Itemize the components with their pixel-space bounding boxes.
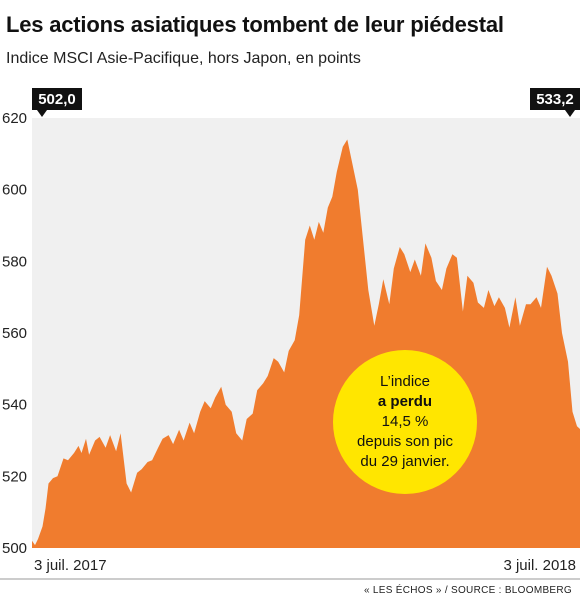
callout-bubble-text: L’indice a perdu 14,5 % depuis son pic du 29… <box>357 373 453 470</box>
chart-subtitle: Indice MSCI Asie-Pacifique, hors Japon, … <box>6 50 361 67</box>
callout-bubble-line: L’indice <box>380 373 430 390</box>
callout-bubble-circle <box>333 350 477 494</box>
y-tick-label: 600 <box>2 182 27 199</box>
x-tick-label: 3 juil. 2018 <box>503 557 576 574</box>
chart-title: Les actions asiatiques tombent de leur p… <box>6 12 504 37</box>
callout-bubble-line: depuis son pic <box>357 433 453 450</box>
end-value-callout: 533,2 <box>530 88 580 117</box>
x-tick-label: 3 juil. 2017 <box>34 557 107 574</box>
callout-bubble-line: du 29 janvier. <box>360 453 449 470</box>
callout-value: 502,0 <box>38 91 76 108</box>
callout-box <box>32 88 82 110</box>
y-axis: 500 520 540 560 580 600 620 <box>2 110 27 557</box>
y-tick-label: 580 <box>2 253 27 270</box>
callout-pointer <box>565 110 575 117</box>
callout-bubble-line: 14,5 % <box>382 413 429 430</box>
y-tick-label: 540 <box>2 397 27 414</box>
callout-pointer <box>37 110 47 117</box>
value-callouts: 502,0 533,2 <box>32 88 580 117</box>
start-value-callout: 502,0 <box>32 88 82 117</box>
x-axis: 3 juil. 2017 3 juil. 2018 <box>34 557 576 574</box>
y-tick-label: 500 <box>2 540 27 557</box>
callout-value: 533,2 <box>536 91 574 108</box>
y-tick-label: 520 <box>2 468 27 485</box>
y-tick-label: 620 <box>2 110 27 127</box>
callout-bubble-line: a perdu <box>378 393 432 410</box>
source-note: « LES ÉCHOS » / SOURCE : BLOOMBERG <box>363 585 572 596</box>
callout-box <box>530 88 580 110</box>
y-tick-label: 560 <box>2 325 27 342</box>
callout-bubble: L’indice a perdu 14,5 % depuis son pic du 29… <box>333 350 477 494</box>
